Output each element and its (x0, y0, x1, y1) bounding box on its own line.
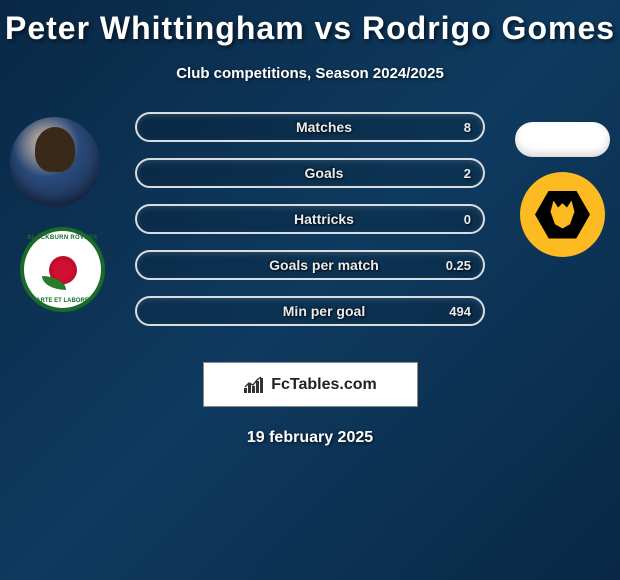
stat-label: Min per goal (209, 303, 439, 319)
player-right-avatar-placeholder (515, 122, 610, 157)
stat-value-right: 8 (439, 120, 471, 135)
hexagon-icon (535, 191, 590, 239)
wolf-icon (548, 201, 578, 229)
stat-row: Hattricks 0 (135, 204, 485, 234)
stat-value-right: 0 (439, 212, 471, 227)
stat-row: Goals 2 (135, 158, 485, 188)
page-title: Peter Whittingham vs Rodrigo Gomes (0, 0, 620, 47)
comparison-panel: BLACKBURN ROVERS ARTE ET LABORE Matches … (0, 112, 620, 352)
stat-row: Matches 8 (135, 112, 485, 142)
branding-text: FcTables.com (271, 376, 377, 394)
subtitle: Club competitions, Season 2024/2025 (0, 65, 620, 82)
bars-icon (243, 376, 265, 394)
crest-left-bottom-text: ARTE ET LABORE (36, 298, 89, 304)
stat-row: Goals per match 0.25 (135, 250, 485, 280)
stat-value-right: 2 (439, 166, 471, 181)
stat-label: Goals per match (209, 257, 439, 273)
stats-list: Matches 8 Goals 2 Hattricks 0 Goals per … (135, 112, 485, 342)
stat-value-right: 494 (439, 304, 471, 319)
club-right-crest (520, 172, 605, 257)
crest-left-top-text: BLACKBURN ROVERS (27, 235, 97, 241)
stat-label: Hattricks (209, 211, 439, 227)
club-left-crest: BLACKBURN ROVERS ARTE ET LABORE (20, 227, 105, 312)
stat-value-right: 0.25 (439, 258, 471, 273)
stat-label: Goals (209, 165, 439, 181)
branding-box: FcTables.com (203, 362, 418, 407)
player-left-avatar (10, 117, 100, 207)
date-text: 19 february 2025 (0, 429, 620, 447)
stat-label: Matches (209, 119, 439, 135)
stat-row: Min per goal 494 (135, 296, 485, 326)
